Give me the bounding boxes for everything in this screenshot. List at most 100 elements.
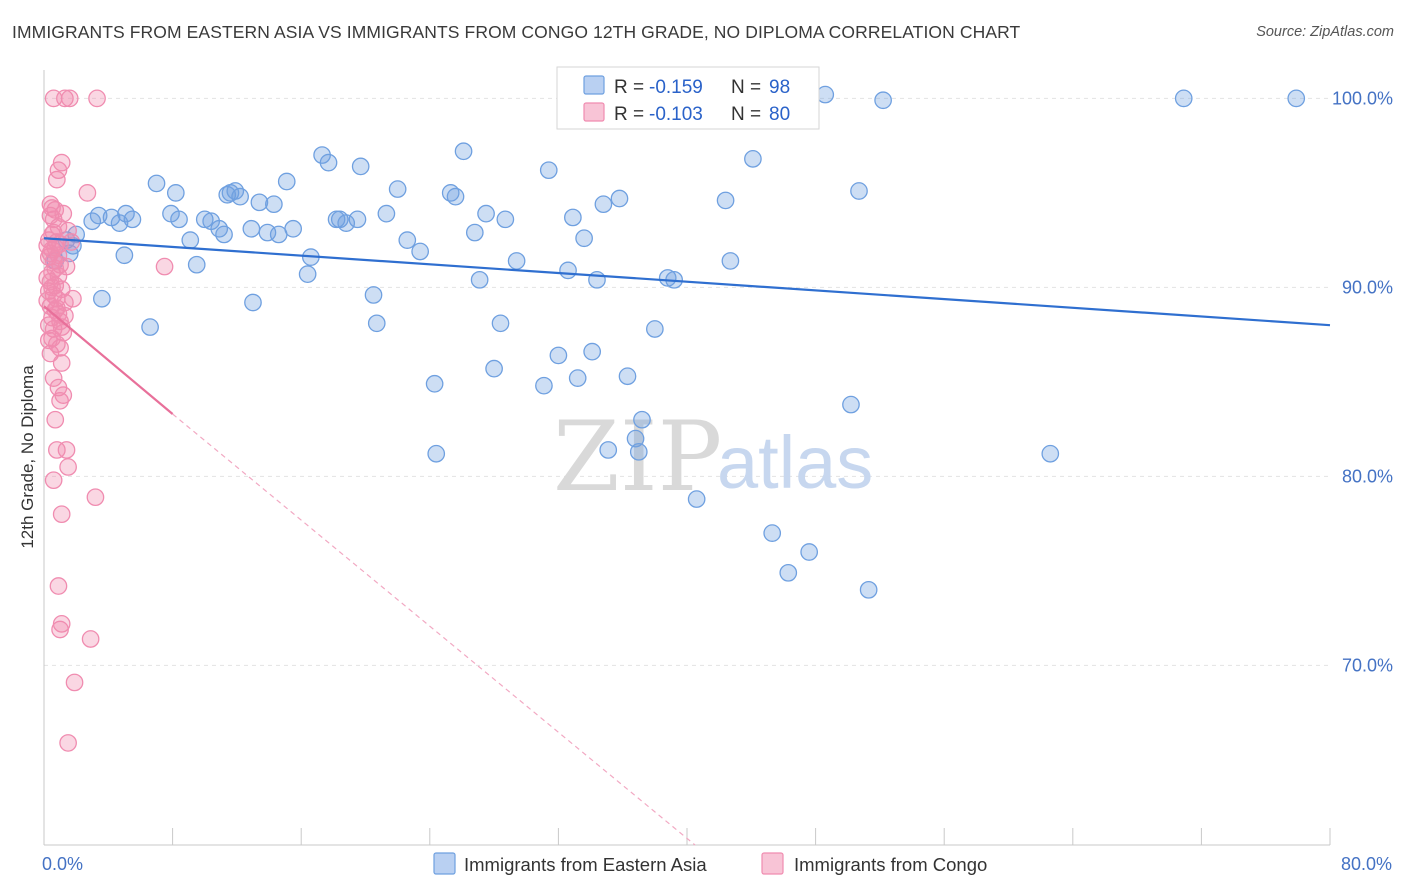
legend-r-value-2: -0.103 <box>649 104 703 125</box>
congo-point <box>56 89 74 108</box>
eastern-asia-point <box>575 229 593 248</box>
eastern-asia-point <box>1174 89 1193 108</box>
congo-point <box>46 410 65 429</box>
eastern-asia-point <box>568 369 587 387</box>
congo-point <box>38 236 57 255</box>
congo-point <box>57 441 76 459</box>
eastern-asia-point <box>470 270 489 289</box>
eastern-asia-trend-line <box>43 237 1331 327</box>
eastern-asia-point <box>618 367 637 386</box>
eastern-asia-point <box>446 187 465 206</box>
eastern-asia-point <box>427 444 446 463</box>
eastern-asia-point <box>166 184 185 202</box>
congo-point <box>52 354 71 372</box>
eastern-asia-point <box>348 210 367 229</box>
eastern-asia-point <box>115 246 134 265</box>
x-tick-label: 80.0% <box>1341 854 1392 874</box>
bottom-legend-label-congo: Immigrants from Congo <box>794 854 987 875</box>
congo-point <box>59 734 77 752</box>
congo-point <box>41 344 60 363</box>
eastern-asia-point <box>170 210 188 229</box>
eastern-asia-point <box>535 376 553 395</box>
eastern-asia-point <box>874 91 892 110</box>
eastern-asia-point <box>411 242 430 261</box>
eastern-asia-point <box>181 231 200 249</box>
eastern-asia-point <box>626 429 645 448</box>
eastern-asia-point <box>258 223 277 242</box>
eastern-asia-point <box>319 153 338 172</box>
eastern-asia-point <box>859 580 878 599</box>
congo-point <box>56 306 74 325</box>
eastern-asia-point <box>599 441 618 459</box>
eastern-asia-point <box>454 142 473 161</box>
watermark-zip: ZIP <box>553 401 722 513</box>
chart-title: IMMIGRANTS FROM EASTERN ASIA VS IMMIGRAN… <box>12 22 1021 42</box>
eastern-asia-point <box>337 214 356 232</box>
correlation-legend: R = -0.159 N = 98 R = -0.103 N = 80 <box>556 66 820 130</box>
watermark-atlas: atlas <box>717 421 873 504</box>
eastern-asia-point <box>496 210 515 229</box>
congo-point <box>51 391 69 410</box>
y-tick-label: 70.0% <box>1342 655 1393 675</box>
eastern-asia-point <box>485 359 503 378</box>
eastern-asia-point <box>842 395 860 414</box>
congo-point <box>44 369 63 387</box>
eastern-asia-point <box>687 490 706 508</box>
y-axis-label: 12th Grade, No Diploma <box>18 365 37 549</box>
eastern-asia-point <box>588 270 606 289</box>
eastern-asia-point <box>465 223 484 242</box>
legend-n-value-2: 80 <box>769 104 790 125</box>
eastern-asia-point <box>763 524 782 542</box>
eastern-asia-point <box>583 342 602 361</box>
eastern-asia-point <box>539 161 558 180</box>
eastern-asia-point <box>549 346 568 365</box>
eastern-asia-point <box>658 269 677 287</box>
legend-r-label-2: R = <box>614 104 644 125</box>
congo-trend-line <box>43 305 174 415</box>
series-legend: Immigrants from Eastern Asia Immigrants … <box>433 852 987 875</box>
eastern-asia-point <box>800 543 819 561</box>
congo-point <box>86 488 105 507</box>
eastern-asia-point <box>351 157 370 176</box>
eastern-asia-point <box>559 261 577 280</box>
congo-point <box>46 259 65 278</box>
y-tick-label: 80.0% <box>1342 466 1393 486</box>
source-credit: Source: ZipAtlas.com <box>1256 24 1394 40</box>
eastern-asia-point <box>195 210 214 229</box>
eastern-asia-point <box>507 252 526 270</box>
eastern-asia-point <box>147 174 166 193</box>
legend-n-value-1: 98 <box>769 77 790 98</box>
eastern-asia-point <box>210 219 229 238</box>
congo-point <box>49 246 68 265</box>
eastern-asia-point <box>398 231 417 249</box>
eastern-asia-point <box>265 195 283 214</box>
eastern-asia-point <box>594 195 613 214</box>
eastern-asia-point <box>242 219 261 238</box>
bottom-legend-swatch-congo <box>761 852 784 875</box>
congo-point <box>54 204 73 223</box>
congo-point <box>51 620 69 639</box>
congo-point <box>78 184 97 202</box>
eastern-asia-point <box>425 374 444 393</box>
eastern-asia-point <box>629 442 648 461</box>
eastern-asia-point <box>721 252 740 270</box>
eastern-asia-point <box>1041 444 1060 463</box>
eastern-asia-point <box>123 210 142 229</box>
eastern-asia-point <box>187 255 206 274</box>
congo-point <box>48 441 66 459</box>
eastern-asia-point <box>284 219 303 238</box>
y-tick-label: 90.0% <box>1342 277 1393 297</box>
eastern-asia-point <box>816 85 835 104</box>
eastern-asia-point <box>491 314 510 333</box>
congo-point <box>62 233 81 251</box>
eastern-asia-point <box>250 193 269 212</box>
eastern-asia-point <box>244 293 262 312</box>
eastern-asia-point <box>367 314 386 333</box>
eastern-asia-point <box>744 149 762 168</box>
congo-points <box>38 89 174 752</box>
x-tick-labels: 0.0% 80.0% <box>42 854 1392 874</box>
eastern-asia-point <box>377 204 396 223</box>
congo-point <box>54 386 73 404</box>
eastern-asia-point <box>277 172 296 191</box>
